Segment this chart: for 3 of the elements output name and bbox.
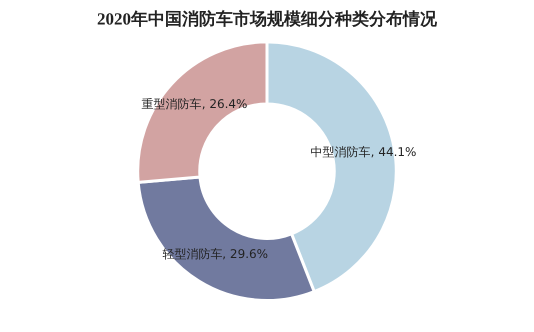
slice-label: 重型消防车, 26.4% (142, 96, 248, 111)
chart-title: 2020年中国消防车市场规模细分种类分布情况 (97, 10, 438, 29)
slice-label: 中型消防车, 44.1% (310, 145, 416, 160)
